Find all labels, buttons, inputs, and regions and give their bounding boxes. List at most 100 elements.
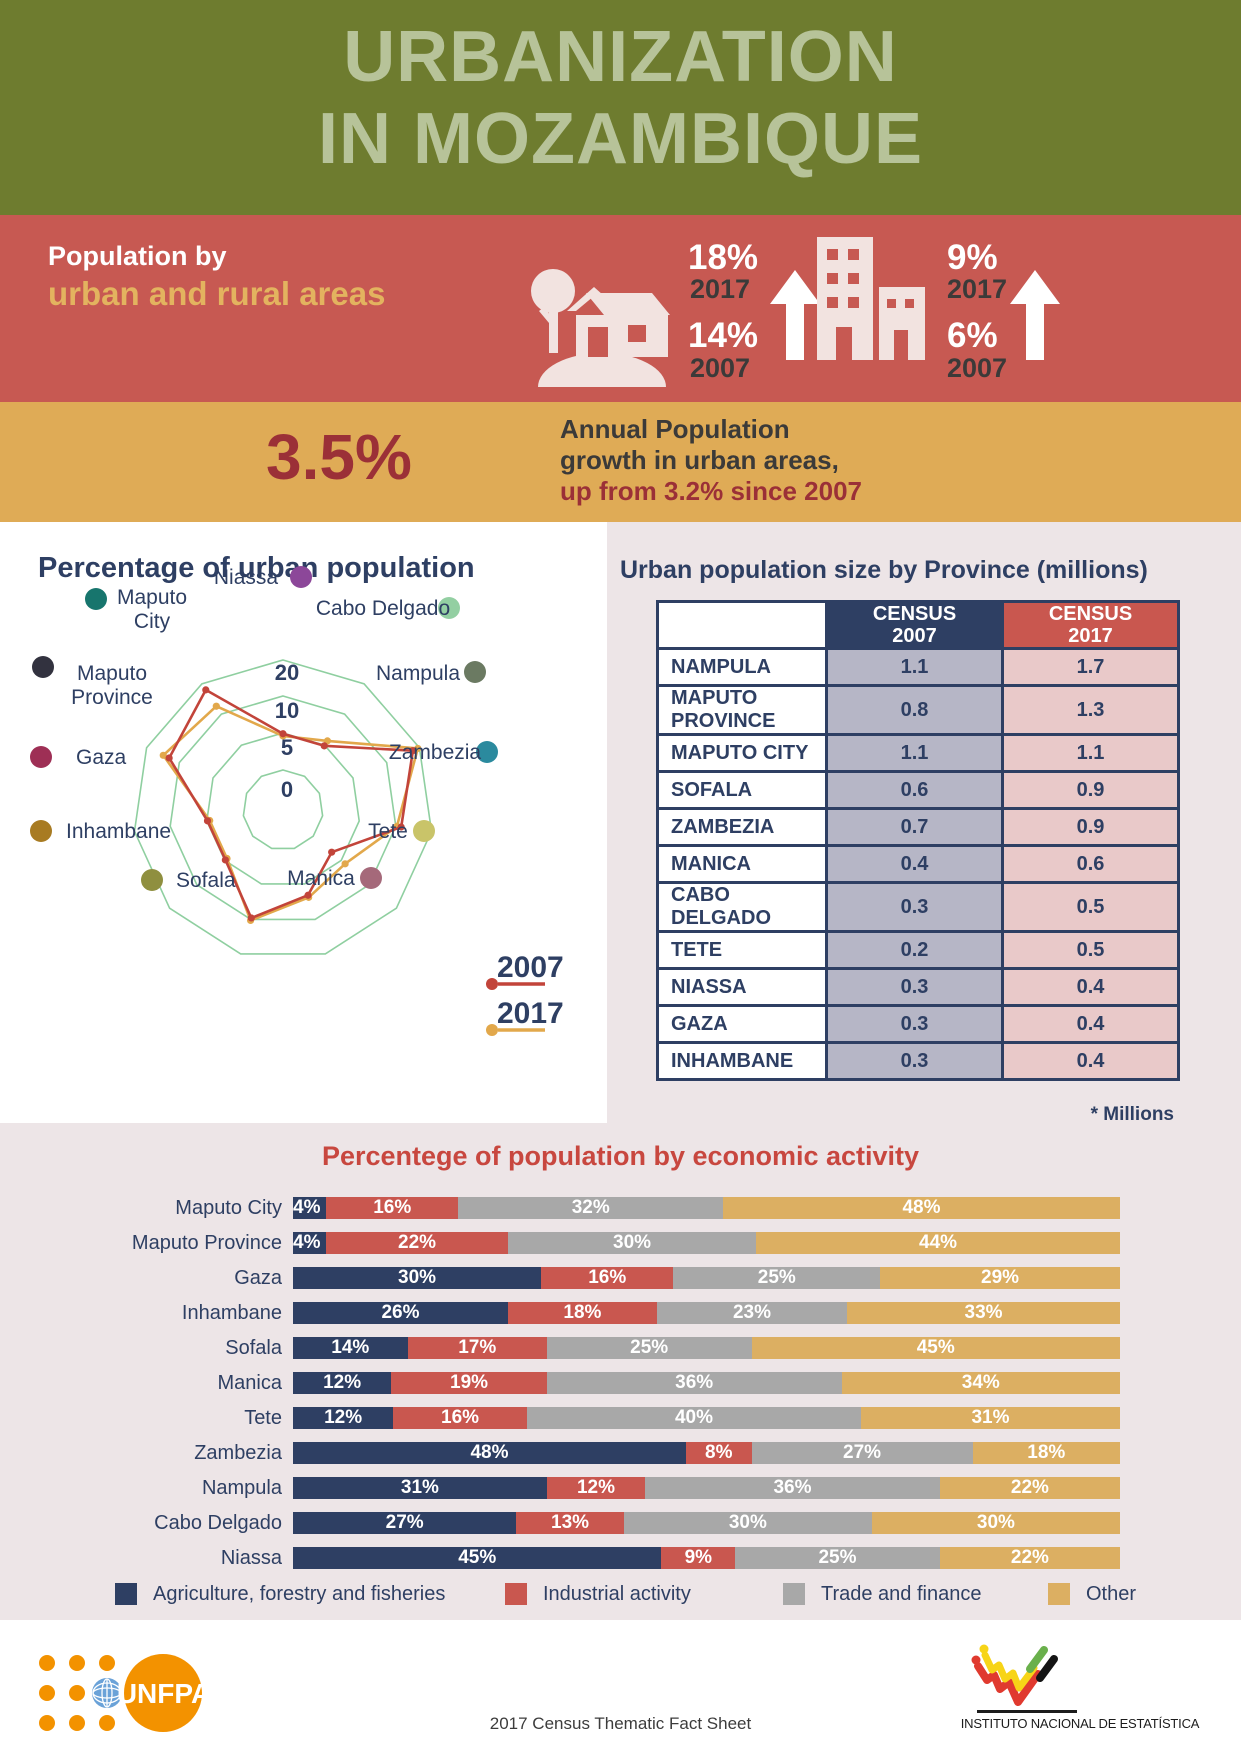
econ-segment-agriculture: 12%	[293, 1407, 394, 1429]
urban-2007-year: 2007	[947, 353, 1008, 383]
radar-grid-ring	[133, 659, 433, 955]
radar-series-2007	[167, 688, 415, 920]
main-section: Percentage of urban population 20 10 5 0 Nia…	[0, 522, 1241, 1125]
econ-segment-trade-and-finance: 25%	[735, 1547, 940, 1569]
econ-segment-industrial-activity: 16%	[541, 1267, 674, 1289]
rural-2007-year: 2007	[690, 353, 751, 383]
growth-text: Annual Population growth in urban areas,…	[560, 414, 862, 507]
radar-series-2017	[162, 704, 420, 922]
table-header-census-2007: CENSUS 2007	[825, 600, 1004, 650]
economic-activity-section: Percentege of population by economic act…	[0, 1123, 1241, 1620]
econ-bar-row-sofala: Sofala 14% 17% 25% 45%	[0, 1337, 1241, 1359]
table-cell-census-2007: 0.8	[825, 684, 1004, 736]
econ-bar-label: Tete	[244, 1407, 282, 1429]
table-cell-census-2007: 0.3	[825, 967, 1004, 1007]
table-cell-census-2017: 0.4	[1001, 1041, 1180, 1081]
table-cell-province: MANICA	[656, 844, 828, 884]
economic-chart-title: Percentege of population by economic act…	[321, 1141, 920, 1171]
econ-segment-trade-and-finance: 40%	[526, 1407, 862, 1429]
econ-segment-agriculture: 45%	[293, 1547, 662, 1569]
econ-bar-row-gaza: Gaza 30% 16% 25% 29%	[0, 1267, 1241, 1289]
econ-segment-other: 30%	[871, 1512, 1120, 1534]
footer: UNFPA 2017 Census Thematic Fact Sheet IN…	[0, 1620, 1241, 1754]
table-cell-census-2017: 0.9	[1001, 807, 1180, 847]
radar-chart: 20 10 5 0 Niassa Cabo Delgado Nampula Zambezia T…	[30, 566, 564, 1036]
legend-item-agriculture: Agriculture, forestry and fisheries	[115, 1583, 445, 1605]
radar-legend-marker-2007	[486, 978, 498, 990]
econ-segment-other: 44%	[756, 1232, 1120, 1254]
econ-segment-industrial-activity: 16%	[393, 1407, 527, 1429]
econ-segment-industrial-activity: 19%	[391, 1372, 547, 1394]
province-dot-sofala	[141, 869, 163, 891]
table-row: GAZA 0.3 0.4	[656, 1004, 1180, 1044]
province-dot-maputo-province	[32, 656, 54, 678]
table-cell-census-2007: 0.6	[825, 770, 1004, 810]
province-dot-inhambane	[30, 820, 52, 842]
province-dot-cabo-delgado	[438, 597, 460, 619]
rural-2017-year: 2017	[690, 274, 751, 304]
econ-bar: 4% 16% 32% 48%	[293, 1197, 1120, 1219]
footer-caption: 2017 Census Thematic Fact Sheet	[489, 1714, 752, 1733]
table-row: NAMPULA 1.1 1.7	[656, 647, 1180, 687]
table-cell-census-2007: 0.3	[825, 1041, 1004, 1081]
econ-segment-agriculture: 4%	[293, 1232, 327, 1254]
legend-item-other: Other	[1048, 1583, 1136, 1605]
population-band: Population by urban and rural areas 18% …	[0, 215, 1241, 402]
table-cell-census-2007: 0.2	[825, 930, 1004, 970]
radar-point-2007	[397, 823, 405, 831]
radar-axis-tick: 5	[281, 735, 293, 760]
econ-segment-other: 18%	[972, 1442, 1120, 1464]
table-cell-census-2007: 0.7	[825, 807, 1004, 847]
econ-segment-trade-and-finance: 32%	[458, 1197, 724, 1219]
stacked-bar-chart: Maputo City 4% 16% 32% 48% Maputo Province 4% 2…	[0, 1123, 1241, 1620]
province-label: Inhambane	[66, 820, 171, 843]
econ-bar: 27% 13% 30% 30%	[293, 1512, 1120, 1534]
province-label: Niassa	[214, 566, 279, 589]
table-row: CABO DELGADO 0.3 0.5	[656, 881, 1180, 933]
page-title: URBANIZATION IN MOZAMBIQUE	[0, 16, 1241, 180]
econ-segment-trade-and-finance: 25%	[673, 1267, 881, 1289]
radar-legend-label-2007: 2007	[497, 951, 564, 984]
table-row: SOFALA 0.6 0.9	[656, 770, 1180, 810]
econ-segment-trade-and-finance: 30%	[508, 1232, 757, 1254]
econ-segment-trade-and-finance: 27%	[751, 1442, 973, 1464]
growth-band: 3.5% Annual Population growth in urban a…	[0, 402, 1241, 522]
table-cell-census-2017: 0.4	[1001, 967, 1180, 1007]
table-header-census-2017: CENSUS 2017	[1001, 600, 1180, 650]
legend-swatch	[115, 1583, 137, 1605]
table-cell-census-2017: 0.4	[1001, 1004, 1180, 1044]
radar-grid-ring	[169, 695, 397, 921]
econ-bar-row-zambezia: Zambezia 48% 8% 27% 18%	[0, 1442, 1241, 1464]
table-row: TETE 0.2 0.5	[656, 930, 1180, 970]
econ-segment-other: 48%	[723, 1197, 1120, 1219]
table-row: INHAMBANE 0.3 0.4	[656, 1041, 1180, 1081]
province-label: Gaza	[76, 746, 127, 769]
econ-segment-agriculture: 27%	[293, 1512, 517, 1534]
legend-swatch	[505, 1583, 527, 1605]
rural-2017-value: 18%	[688, 238, 759, 277]
table-cell-province: TETE	[656, 930, 828, 970]
table-cell-census-2007: 0.3	[825, 1004, 1004, 1044]
table-cell-census-2007: 1.1	[825, 647, 1004, 687]
econ-bar-label: Cabo Delgado	[154, 1512, 282, 1534]
econ-segment-industrial-activity: 8%	[686, 1442, 752, 1464]
radar-axis-tick: 20	[275, 660, 299, 685]
province-dot-gaza	[30, 746, 52, 768]
table-cell-province: NIASSA	[656, 967, 828, 1007]
table-cell-census-2017: 0.5	[1001, 930, 1180, 970]
econ-bar-row-maputo-province: Maputo Province 4% 22% 30% 44%	[0, 1232, 1241, 1254]
radar-chart-title: Percentage of urban population	[38, 552, 475, 584]
province-table: CENSUS 2007 CENSUS 2017 NAMPULA 1.1 1.7 MAP…	[656, 600, 1180, 1081]
econ-segment-agriculture: 31%	[293, 1477, 547, 1499]
table-cell-census-2017: 1.7	[1001, 647, 1180, 687]
econ-bar: 12% 19% 36% 34%	[293, 1372, 1120, 1394]
econ-bar-label: Nampula	[201, 1477, 282, 1499]
econ-segment-industrial-activity: 13%	[516, 1512, 624, 1534]
table-row: MAPUTO PROVINCE 0.8 1.3	[656, 684, 1180, 736]
econ-segment-industrial-activity: 18%	[508, 1302, 657, 1324]
econ-bar-label: Sofala	[225, 1337, 282, 1359]
table-row: ZAMBEZIA 0.7 0.9	[656, 807, 1180, 847]
radar-point-2007	[409, 747, 417, 755]
growth-text-line2: growth in urban areas,	[560, 445, 839, 475]
econ-segment-industrial-activity: 17%	[407, 1337, 547, 1359]
